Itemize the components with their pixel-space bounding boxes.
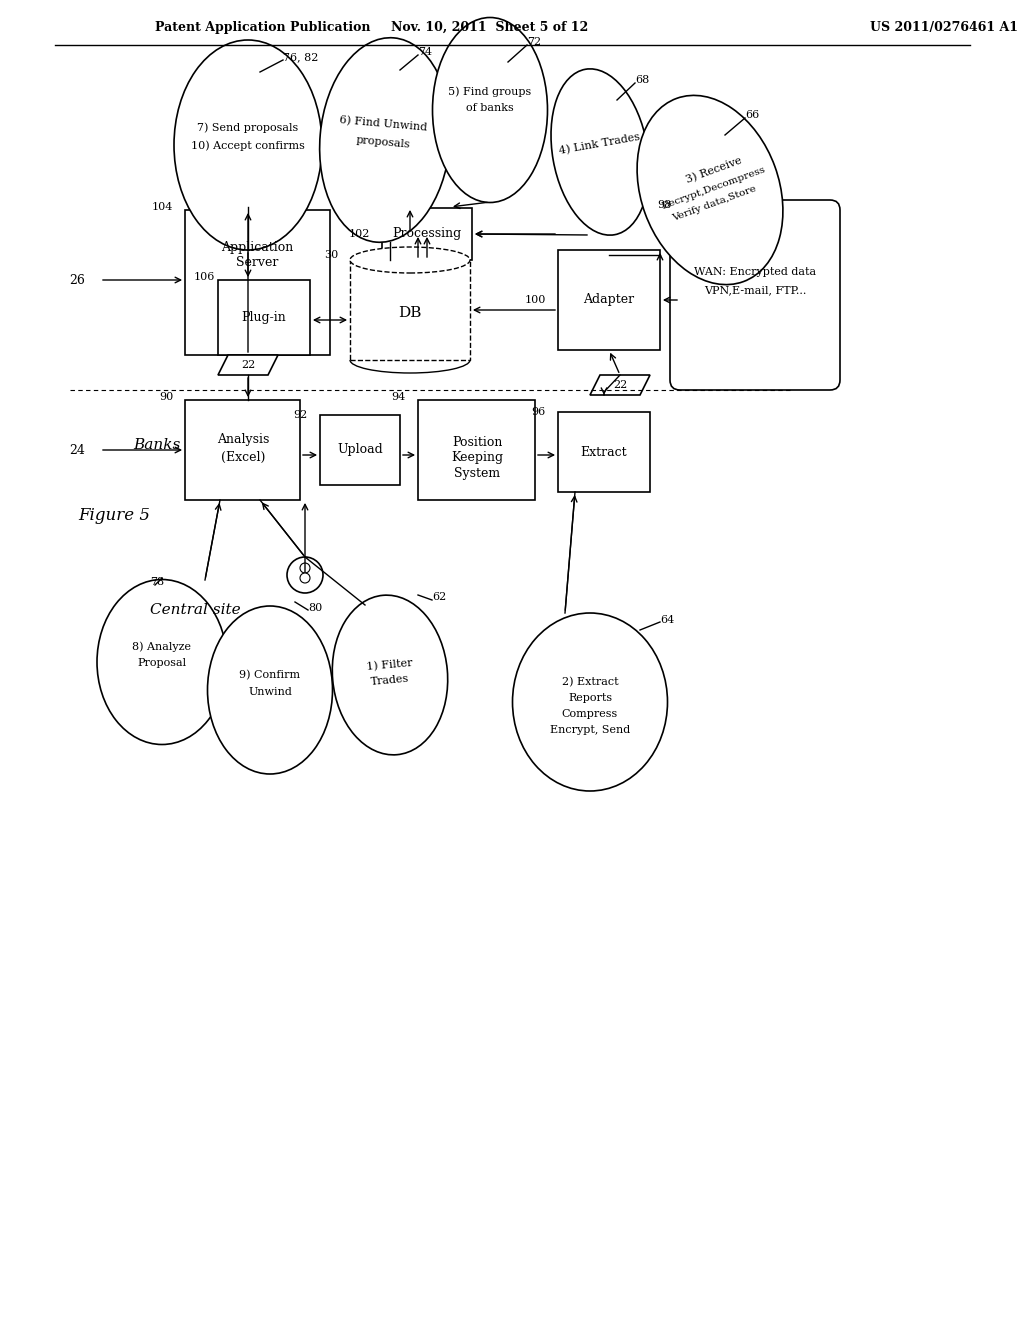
Text: 2) Extract: 2) Extract: [562, 677, 618, 688]
Bar: [558, 249, 660, 350]
Ellipse shape: [333, 595, 447, 755]
Text: 74: 74: [418, 48, 432, 57]
Text: Central site: Central site: [150, 603, 241, 616]
Circle shape: [287, 557, 323, 593]
Text: DB: DB: [398, 306, 422, 319]
Bar: [185, 210, 330, 355]
Text: Encrypt, Send: Encrypt, Send: [550, 725, 630, 735]
Ellipse shape: [551, 69, 649, 235]
Text: 94: 94: [392, 392, 406, 403]
Text: 64: 64: [660, 615, 674, 624]
Bar: [319, 414, 400, 484]
Text: 76, 82: 76, 82: [283, 51, 318, 62]
Text: 92: 92: [294, 411, 308, 420]
Text: 1) Filter: 1) Filter: [367, 657, 414, 672]
Text: Reports: Reports: [568, 693, 612, 704]
Ellipse shape: [208, 606, 333, 774]
Ellipse shape: [637, 95, 783, 285]
Text: 102: 102: [348, 228, 370, 239]
Text: Verify data,Store: Verify data,Store: [671, 185, 758, 223]
Text: 8) Analyze: 8) Analyze: [132, 642, 191, 652]
Text: Compress: Compress: [562, 709, 618, 719]
Text: 10) Accept confirms: 10) Accept confirms: [191, 141, 305, 152]
Text: Figure 5: Figure 5: [78, 507, 150, 524]
Bar: [418, 400, 535, 500]
Text: 106: 106: [194, 272, 215, 282]
Text: of banks: of banks: [466, 103, 514, 114]
Text: Trades: Trades: [371, 673, 410, 686]
Text: 7) Send proposals: 7) Send proposals: [198, 123, 299, 133]
Ellipse shape: [512, 612, 668, 791]
Text: Unwind: Unwind: [248, 686, 292, 697]
Ellipse shape: [432, 17, 548, 202]
Ellipse shape: [174, 40, 322, 249]
Text: Banks: Banks: [133, 438, 180, 451]
Text: Proposal: Proposal: [137, 657, 186, 668]
Polygon shape: [218, 355, 278, 375]
Text: Patent Application Publication: Patent Application Publication: [155, 21, 371, 33]
Bar: [218, 280, 310, 355]
Circle shape: [300, 564, 310, 573]
Text: US 2011/0276461 A1: US 2011/0276461 A1: [870, 21, 1018, 33]
Text: 80: 80: [308, 603, 323, 612]
Ellipse shape: [319, 38, 451, 243]
Text: 72: 72: [527, 37, 541, 48]
Text: Application: Application: [221, 242, 293, 255]
Text: 5) Find groups: 5) Find groups: [449, 87, 531, 98]
Text: 68: 68: [635, 75, 649, 84]
Text: 62: 62: [432, 591, 446, 602]
Text: Analysis: Analysis: [217, 433, 269, 446]
Text: 98: 98: [657, 201, 672, 210]
Text: 96: 96: [531, 407, 546, 417]
Text: WAN: Encrypted data: WAN: Encrypted data: [694, 267, 816, 277]
Text: 30: 30: [324, 249, 338, 260]
Text: 66: 66: [745, 110, 759, 120]
Text: System: System: [454, 467, 500, 480]
Text: Keeping: Keeping: [451, 451, 503, 465]
FancyBboxPatch shape: [670, 201, 840, 389]
Text: Extract: Extract: [581, 446, 628, 458]
Text: Plug-in: Plug-in: [242, 312, 287, 325]
Text: 9) Confirm: 9) Confirm: [240, 669, 301, 680]
Bar: [558, 412, 650, 492]
Text: Server: Server: [236, 256, 279, 269]
Text: VPN,E-mail, FTP...: VPN,E-mail, FTP...: [703, 285, 806, 294]
Text: 6) Find Unwind: 6) Find Unwind: [339, 115, 427, 133]
Text: proposals: proposals: [355, 135, 411, 149]
Text: 4) Link Trades: 4) Link Trades: [559, 132, 641, 156]
Text: 22: 22: [241, 360, 255, 370]
Ellipse shape: [350, 247, 470, 273]
Text: 3) Receive: 3) Receive: [685, 154, 743, 185]
Text: Decrypt,Decompress: Decrypt,Decompress: [660, 165, 767, 211]
Text: Nov. 10, 2011  Sheet 5 of 12: Nov. 10, 2011 Sheet 5 of 12: [391, 21, 589, 33]
Text: 24: 24: [70, 444, 85, 457]
Bar: [350, 260, 470, 360]
Text: 78: 78: [150, 577, 164, 587]
Text: Processing: Processing: [392, 227, 462, 240]
Text: 22: 22: [613, 380, 627, 389]
Text: Upload: Upload: [337, 444, 383, 457]
Text: 90: 90: [159, 392, 173, 403]
Text: 104: 104: [152, 202, 173, 213]
Text: (Excel): (Excel): [221, 450, 265, 463]
Circle shape: [300, 573, 310, 583]
Text: Position: Position: [452, 436, 502, 449]
Ellipse shape: [97, 579, 227, 744]
Text: 100: 100: [524, 294, 546, 305]
Text: Adapter: Adapter: [584, 293, 635, 306]
Bar: [185, 400, 300, 500]
Polygon shape: [590, 375, 650, 395]
Bar: [382, 209, 472, 260]
Text: 26: 26: [70, 273, 85, 286]
